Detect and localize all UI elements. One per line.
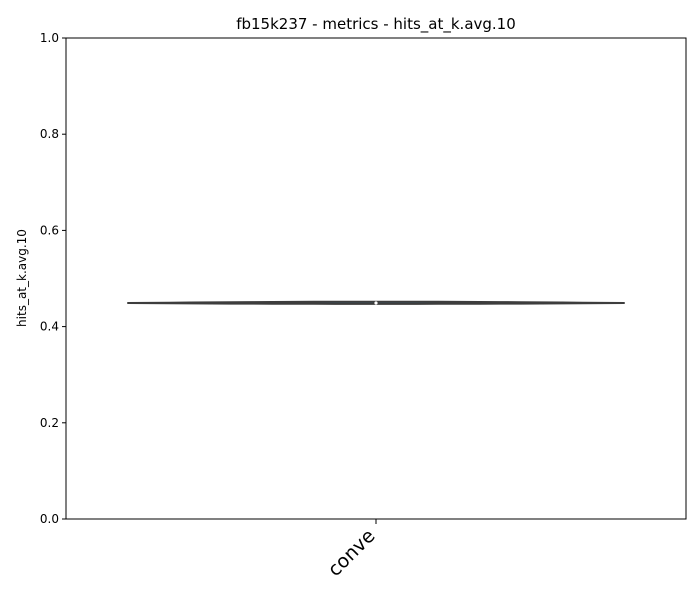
x-tick-label: conve	[324, 525, 380, 581]
y-tick-label: 0.6	[40, 223, 59, 237]
y-tick-label: 0.0	[40, 512, 59, 526]
y-tick-label: 1.0	[40, 31, 59, 45]
violin-median-marker	[374, 301, 378, 305]
y-axis-ticks: 0.0 0.2 0.4 0.6 0.8 1.0	[40, 31, 66, 526]
y-tick-label: 0.8	[40, 127, 59, 141]
plot-area	[127, 300, 625, 305]
y-tick-label: 0.2	[40, 416, 59, 430]
chart-title: fb15k237 - metrics - hits_at_k.avg.10	[236, 15, 516, 34]
x-axis-ticks: conve	[324, 519, 380, 581]
y-tick-label: 0.4	[40, 320, 59, 334]
y-axis-label: hits_at_k.avg.10	[15, 229, 29, 327]
plot-frame	[65, 37, 687, 520]
